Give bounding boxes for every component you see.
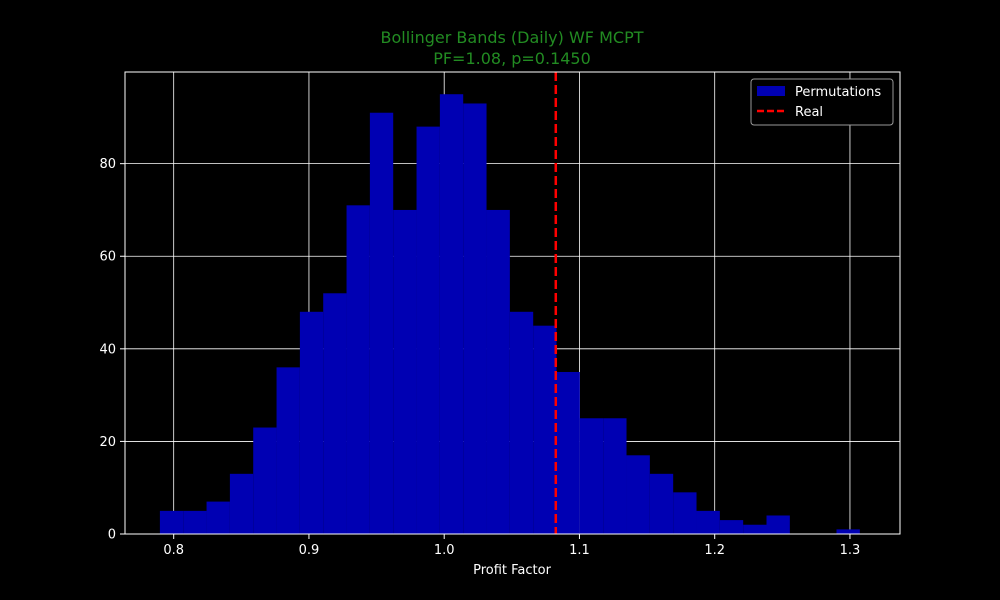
legend-swatch-permutations [757,86,785,96]
histogram-bar [509,311,534,534]
histogram-bar [556,371,580,534]
histogram-bar [673,492,697,534]
x-tick-label: 1.3 [840,543,861,558]
x-axis-ticks: 0.8 0.9 1.0 1.1 1.2 1.3 [163,534,860,558]
x-tick-label: 0.9 [299,543,320,558]
histogram-bar [766,515,790,534]
histogram-bar [253,427,277,534]
chart-title: Bollinger Bands (Daily) WF MCPT [381,28,644,47]
x-axis-label: Profit Factor [473,563,551,578]
histogram-bar [743,524,767,534]
histogram-bar [276,367,300,534]
x-tick-label: 1.1 [569,543,590,558]
histogram-bar [439,94,464,534]
histogram-bar [463,103,487,535]
histogram-bar [696,510,720,534]
histogram-bar [183,510,207,534]
histogram-bar [323,293,347,534]
chart-subtitle: PF=1.08, p=0.1450 [433,49,591,68]
histogram-bar [603,418,627,534]
histogram-bar [299,311,324,534]
x-tick-label: 1.2 [704,543,725,558]
histogram-bar [836,529,860,534]
histogram-bar [649,473,674,534]
histogram-bar [229,473,254,534]
histogram-bar [719,520,744,534]
legend: Permutations Real [750,78,894,126]
x-tick-label: 0.8 [163,543,184,558]
y-tick-label: 60 [99,250,116,265]
plot-frame [124,71,901,535]
y-tick-label: 40 [99,342,116,357]
legend-label-permutations: Permutations [795,85,881,100]
histogram-bar [533,325,557,534]
histogram-bar [346,205,370,535]
histogram-bar [159,510,184,534]
y-axis-ticks: 0 20 40 60 80 [99,157,125,543]
y-tick-label: 0 [108,528,116,543]
y-tick-label: 20 [99,435,116,450]
x-tick-label: 1.0 [434,543,455,558]
histogram-bar [579,418,604,534]
histogram-bar [206,501,230,534]
histogram-bar [416,126,440,535]
y-tick-label: 80 [99,157,116,172]
histogram-bar [369,112,394,534]
histogram-bar [626,455,650,534]
legend-box [750,78,894,126]
legend-label-real: Real [795,105,823,120]
histogram-bar [486,209,510,534]
histogram-bars [159,94,860,535]
histogram-bar [393,209,417,534]
